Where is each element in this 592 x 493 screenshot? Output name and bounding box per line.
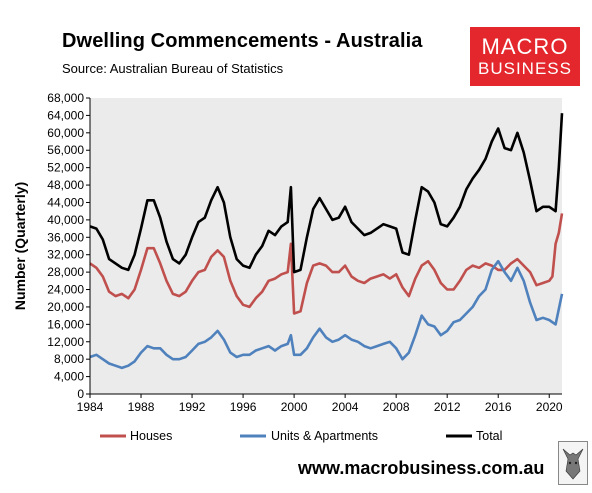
y-tick-label: 64,000 <box>47 108 84 122</box>
chart-title: Dwelling Commencements - Australia <box>62 30 423 52</box>
x-tick-label: 2016 <box>485 400 512 414</box>
y-tick-label: 56,000 <box>47 143 84 157</box>
y-tick-label: 44,000 <box>47 195 84 209</box>
y-tick-label: 60,000 <box>47 126 84 140</box>
y-tick-label: 24,000 <box>47 283 84 297</box>
y-tick-label: 16,000 <box>47 317 84 331</box>
chart-source: Source: Australian Bureau of Statistics <box>62 61 284 76</box>
x-tick-label: 1996 <box>230 400 257 414</box>
x-tick-label: 1992 <box>179 400 206 414</box>
series-line-total <box>89 113 564 274</box>
y-tick-label: 20,000 <box>47 300 84 314</box>
y-tick-label: 52,000 <box>47 161 84 175</box>
wolf-emblem-icon <box>558 441 588 485</box>
x-tick-label: 2000 <box>281 400 308 414</box>
x-tick-label: 2020 <box>536 400 563 414</box>
y-tick-label: 48,000 <box>47 178 84 192</box>
macrobusiness-logo: MACRO BUSINESS <box>470 27 580 86</box>
y-tick-label: 40,000 <box>47 213 84 227</box>
x-tick-label: 1984 <box>77 400 104 414</box>
logo-line-2: BUSINESS <box>478 59 572 78</box>
y-tick-label: 8,000 <box>54 352 84 366</box>
series-line-units-apartments <box>89 259 564 370</box>
y-tick-label: 32,000 <box>47 248 84 262</box>
y-tick-label: 4,000 <box>54 370 84 384</box>
legend-label: Total <box>476 429 502 443</box>
y-tick-label: 28,000 <box>47 265 84 279</box>
y-tick-label: 68,000 <box>47 91 84 105</box>
x-tick-label: 2008 <box>383 400 410 414</box>
legend-label: Houses <box>130 429 172 443</box>
legend: Houses Units & Apartments Total <box>100 429 502 443</box>
footer-url: www.macrobusiness.com.au <box>298 458 545 478</box>
x-tick-label: 2004 <box>332 400 359 414</box>
y-tick-label: 36,000 <box>47 230 84 244</box>
x-tick-label: 2012 <box>434 400 461 414</box>
y-tick-label: 0 <box>77 387 84 401</box>
logo-line-1: MACRO <box>481 34 569 59</box>
x-tick-label: 1988 <box>128 400 155 414</box>
y-tick-label: 12,000 <box>47 335 84 349</box>
legend-label: Units & Apartments <box>271 429 378 443</box>
y-axis-label: Number (Quarterly) <box>12 182 28 310</box>
